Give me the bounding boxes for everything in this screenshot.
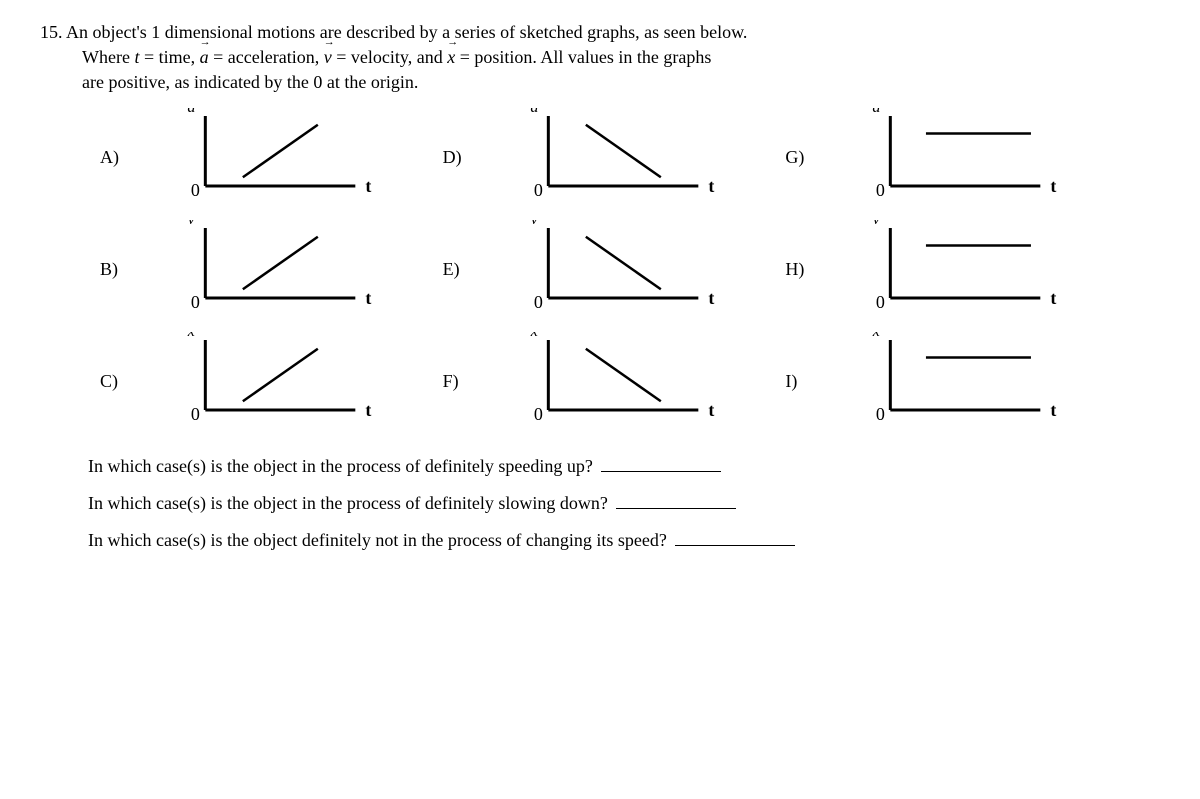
graph-label: D) bbox=[443, 147, 471, 168]
svg-text:t: t bbox=[708, 176, 714, 196]
problem-statement: 15. An object's 1 dimensional motions ar… bbox=[40, 20, 1160, 96]
svg-text:0: 0 bbox=[191, 292, 200, 312]
graph-plot: 0 t v → bbox=[825, 220, 1100, 320]
question-1: In which case(s) is the object in the pr… bbox=[88, 456, 1160, 477]
problem-line1: An object's 1 dimensional motions are de… bbox=[66, 22, 747, 42]
problem-line3: are positive, as indicated by the 0 at t… bbox=[40, 70, 1160, 95]
problem-line2: Where t = time, a = acceleration, v = ve… bbox=[40, 45, 1160, 70]
svg-text:t: t bbox=[365, 288, 371, 308]
graph-b: B) 0 t v → bbox=[100, 220, 415, 320]
svg-text:t: t bbox=[1051, 176, 1057, 196]
graph-plot: 0 t x → bbox=[825, 332, 1100, 432]
svg-text:0: 0 bbox=[533, 180, 542, 200]
svg-text:x: x bbox=[872, 332, 880, 340]
problem-number: 15. bbox=[40, 22, 63, 42]
graph-i: I) 0 t x → bbox=[785, 332, 1100, 432]
graph-label: C) bbox=[100, 371, 128, 392]
svg-text:t: t bbox=[708, 288, 714, 308]
svg-text:a: a bbox=[187, 108, 195, 116]
svg-text:a: a bbox=[530, 108, 538, 116]
svg-text:0: 0 bbox=[533, 404, 542, 424]
graph-label: I) bbox=[785, 371, 813, 392]
svg-text:t: t bbox=[1051, 288, 1057, 308]
answer-blank-1 bbox=[601, 471, 721, 472]
graph-label: B) bbox=[100, 259, 128, 280]
graph-label: E) bbox=[443, 259, 471, 280]
question-3: In which case(s) is the object definitel… bbox=[88, 530, 1160, 551]
graph-plot: 0 t x → bbox=[140, 332, 415, 432]
svg-text:a: a bbox=[873, 108, 881, 116]
svg-text:t: t bbox=[1051, 400, 1057, 420]
svg-text:0: 0 bbox=[191, 404, 200, 424]
graph-g: G) 0 t a → bbox=[785, 108, 1100, 208]
svg-text:v: v bbox=[873, 220, 881, 228]
svg-text:x: x bbox=[529, 332, 537, 340]
svg-text:0: 0 bbox=[191, 180, 200, 200]
svg-text:0: 0 bbox=[876, 292, 885, 312]
graph-label: H) bbox=[785, 259, 813, 280]
svg-text:0: 0 bbox=[876, 404, 885, 424]
graph-d: D) 0 t a → bbox=[443, 108, 758, 208]
svg-text:t: t bbox=[708, 400, 714, 420]
graph-plot: 0 t a → bbox=[140, 108, 415, 208]
graph-plot: 0 t x → bbox=[483, 332, 758, 432]
graph-label: F) bbox=[443, 371, 471, 392]
svg-text:0: 0 bbox=[533, 292, 542, 312]
graph-plot: 0 t v → bbox=[483, 220, 758, 320]
svg-text:0: 0 bbox=[876, 180, 885, 200]
graph-a: A) 0 t a → bbox=[100, 108, 415, 208]
graph-label: G) bbox=[785, 147, 813, 168]
svg-text:t: t bbox=[365, 400, 371, 420]
svg-text:x: x bbox=[187, 332, 195, 340]
graph-e: E) 0 t v → bbox=[443, 220, 758, 320]
graphs-grid: A) 0 t a → D) 0 t a → bbox=[100, 108, 1100, 432]
question-2: In which case(s) is the object in the pr… bbox=[88, 493, 1160, 514]
graph-f: F) 0 t x → bbox=[443, 332, 758, 432]
svg-text:v: v bbox=[188, 220, 196, 228]
graph-c: C) 0 t x → bbox=[100, 332, 415, 432]
svg-text:v: v bbox=[530, 220, 538, 228]
graph-plot: 0 t a → bbox=[483, 108, 758, 208]
graph-label: A) bbox=[100, 147, 128, 168]
graph-plot: 0 t a → bbox=[825, 108, 1100, 208]
svg-text:t: t bbox=[365, 176, 371, 196]
graph-h: H) 0 t v → bbox=[785, 220, 1100, 320]
answer-blank-2 bbox=[616, 508, 736, 509]
graph-plot: 0 t v → bbox=[140, 220, 415, 320]
answer-blank-3 bbox=[675, 545, 795, 546]
questions-block: In which case(s) is the object in the pr… bbox=[40, 456, 1160, 551]
